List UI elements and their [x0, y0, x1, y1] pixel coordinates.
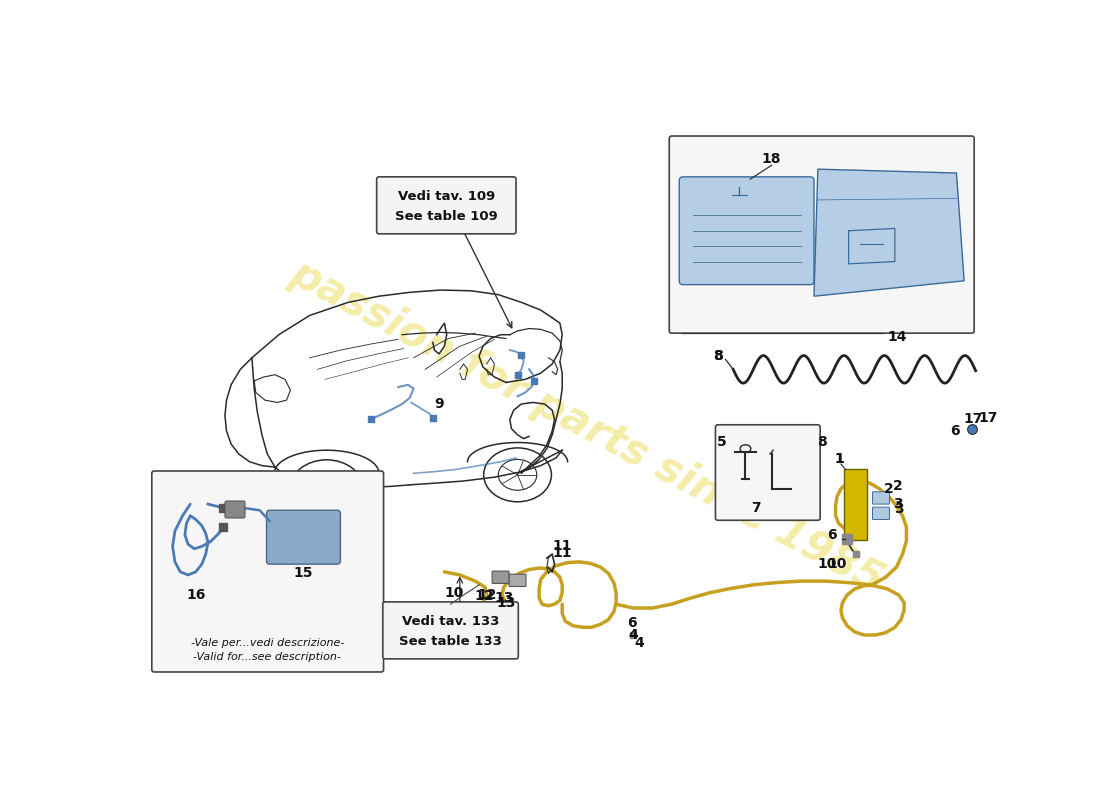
Text: 8: 8 — [817, 435, 826, 450]
Text: 10: 10 — [444, 586, 464, 600]
FancyBboxPatch shape — [669, 136, 975, 333]
Polygon shape — [814, 169, 964, 296]
Text: 13: 13 — [496, 596, 516, 610]
Text: 6: 6 — [950, 424, 959, 438]
Text: 13: 13 — [494, 591, 514, 605]
FancyBboxPatch shape — [152, 471, 384, 672]
Text: -Vale per...vedi descrizione-: -Vale per...vedi descrizione- — [190, 638, 344, 648]
Text: Vedi tav. 109: Vedi tav. 109 — [398, 190, 495, 202]
FancyBboxPatch shape — [715, 425, 821, 520]
Text: 2: 2 — [893, 479, 903, 494]
Text: 16: 16 — [186, 588, 206, 602]
Text: 1: 1 — [835, 453, 845, 466]
FancyBboxPatch shape — [383, 602, 518, 659]
Text: See table 109: See table 109 — [395, 210, 497, 222]
Text: 10: 10 — [817, 557, 837, 571]
Text: passion for parts since 1985: passion for parts since 1985 — [283, 252, 891, 602]
Text: Vedi tav. 133: Vedi tav. 133 — [402, 614, 499, 628]
FancyBboxPatch shape — [376, 177, 516, 234]
FancyBboxPatch shape — [509, 574, 526, 586]
Text: 6: 6 — [627, 617, 636, 630]
Text: 12: 12 — [477, 588, 496, 602]
Text: 3: 3 — [893, 497, 903, 511]
Text: 11: 11 — [552, 546, 572, 560]
Text: 11: 11 — [552, 539, 572, 554]
Text: 9: 9 — [434, 397, 443, 411]
Text: 8: 8 — [713, 350, 723, 363]
Text: 4: 4 — [628, 628, 638, 642]
Text: 14: 14 — [887, 330, 906, 344]
Text: 10: 10 — [827, 557, 847, 571]
Text: 8: 8 — [713, 350, 723, 363]
Text: 18: 18 — [762, 152, 781, 166]
FancyBboxPatch shape — [872, 492, 890, 504]
FancyBboxPatch shape — [872, 507, 890, 519]
FancyBboxPatch shape — [844, 469, 867, 539]
Text: 6: 6 — [827, 528, 837, 542]
Text: 17: 17 — [978, 411, 998, 425]
Text: 7: 7 — [751, 501, 761, 515]
FancyBboxPatch shape — [680, 177, 814, 285]
Text: See table 133: See table 133 — [399, 634, 502, 648]
Text: 4: 4 — [635, 636, 645, 650]
FancyBboxPatch shape — [224, 501, 245, 518]
Text: 12: 12 — [475, 590, 494, 603]
Text: 15: 15 — [294, 566, 313, 581]
FancyBboxPatch shape — [492, 571, 509, 583]
Text: 2: 2 — [883, 482, 893, 496]
Text: 17: 17 — [964, 413, 983, 426]
Text: -Valid for...see description-: -Valid for...see description- — [194, 651, 341, 662]
Text: 5: 5 — [717, 435, 727, 450]
Text: 1: 1 — [835, 453, 845, 466]
Text: 3: 3 — [894, 502, 903, 516]
FancyBboxPatch shape — [266, 510, 341, 564]
